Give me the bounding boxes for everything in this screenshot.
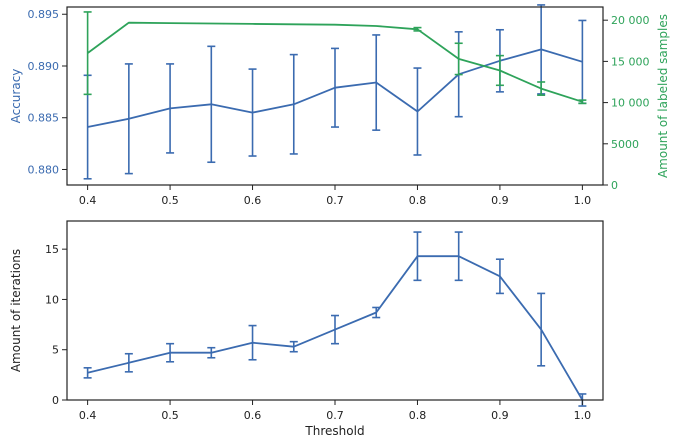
series-amount-of-labeled-samples [83,11,587,105]
y2-tick-label: 5000 [611,138,639,151]
y2-tick-label: 10 000 [611,97,650,110]
plot-frame [66,220,604,401]
x-axis-ticks: 0.4 0.5 0.6 0.7 0.8 0.9 1.0 [79,400,591,422]
series-iterations [83,231,587,407]
y-tick-label: 5 [52,344,59,357]
y2-tick-label: 15 000 [611,55,650,68]
y-axis-ticks: 0 5 10 15 [45,243,67,407]
x-tick-label: 0.9 [491,194,509,207]
accuracy-labeled-samples-chart: 0.4 0.5 0.6 0.7 0.8 0.9 1.0 0.880 0.885 0.890 0.89… [9,4,670,207]
series-line [87,255,584,401]
x-tick-label: 0.5 [161,194,179,207]
y-tick-label: 0 [52,394,59,407]
x-tick-label: 0.6 [244,409,262,422]
y-tick-label: 0.885 [28,112,60,125]
x-tick-label: 0.8 [409,409,427,422]
y2-tick-label: 20 000 [611,14,650,27]
iterations-chart: 0.4 0.5 0.6 0.7 0.8 0.9 1.0 0 5 10 15 Amount of ite… [9,220,604,438]
y-tick-label: 15 [45,243,59,256]
y2-axis-label: Amount of labeled samples [656,14,670,178]
x-tick-label: 0.4 [79,194,97,207]
y-axis-label: Amount of iterations [9,249,23,372]
y2-axis-ticks: 0 5000 10 000 15 000 20 000 [603,14,650,192]
x-axis-ticks: 0.4 0.5 0.6 0.7 0.8 0.9 1.0 [79,185,591,207]
y2-tick-label: 0 [611,179,618,192]
x-tick-label: 0.5 [161,409,179,422]
y-tick-label: 0.895 [28,8,60,21]
y-tick-label: 0.890 [28,60,60,73]
x-tick-label: 0.7 [326,409,344,422]
y-tick-label: 10 [45,293,59,306]
x-axis-label: Threshold [304,424,364,438]
x-tick-label: 0.8 [409,194,427,207]
x-tick-label: 1.0 [574,409,592,422]
y-tick-label: 0.880 [28,163,60,176]
series-accuracy [83,4,587,180]
series-line [87,21,583,103]
x-tick-label: 1.0 [574,194,592,207]
y-axis-ticks: 0.880 0.885 0.890 0.895 [28,8,67,176]
x-tick-label: 0.7 [326,194,344,207]
x-tick-label: 0.6 [244,194,262,207]
x-tick-label: 0.9 [491,409,509,422]
x-tick-label: 0.4 [79,409,97,422]
y-axis-label: Accuracy [9,69,23,124]
